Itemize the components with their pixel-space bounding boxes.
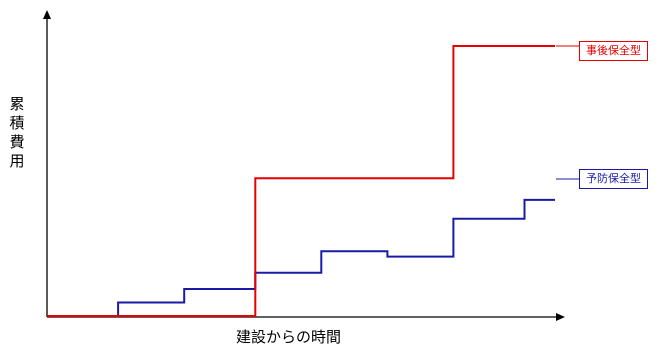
legend-corrective-label: 事後保全型 [586, 44, 641, 57]
x-axis-arrow [556, 313, 565, 321]
y-axis-label: 累 積 費 用 [9, 95, 25, 170]
legend-preventive-label: 予防保全型 [586, 172, 641, 185]
series-line-corrective [47, 45, 555, 317]
series-line-preventive [47, 198, 555, 317]
x-axis-label: 建設からの時間 [236, 328, 342, 346]
y-axis-arrow [43, 10, 51, 19]
legend-preventive-maintenance: 予防保全型 [579, 169, 648, 189]
legend-corrective-maintenance: 事後保全型 [579, 41, 648, 61]
